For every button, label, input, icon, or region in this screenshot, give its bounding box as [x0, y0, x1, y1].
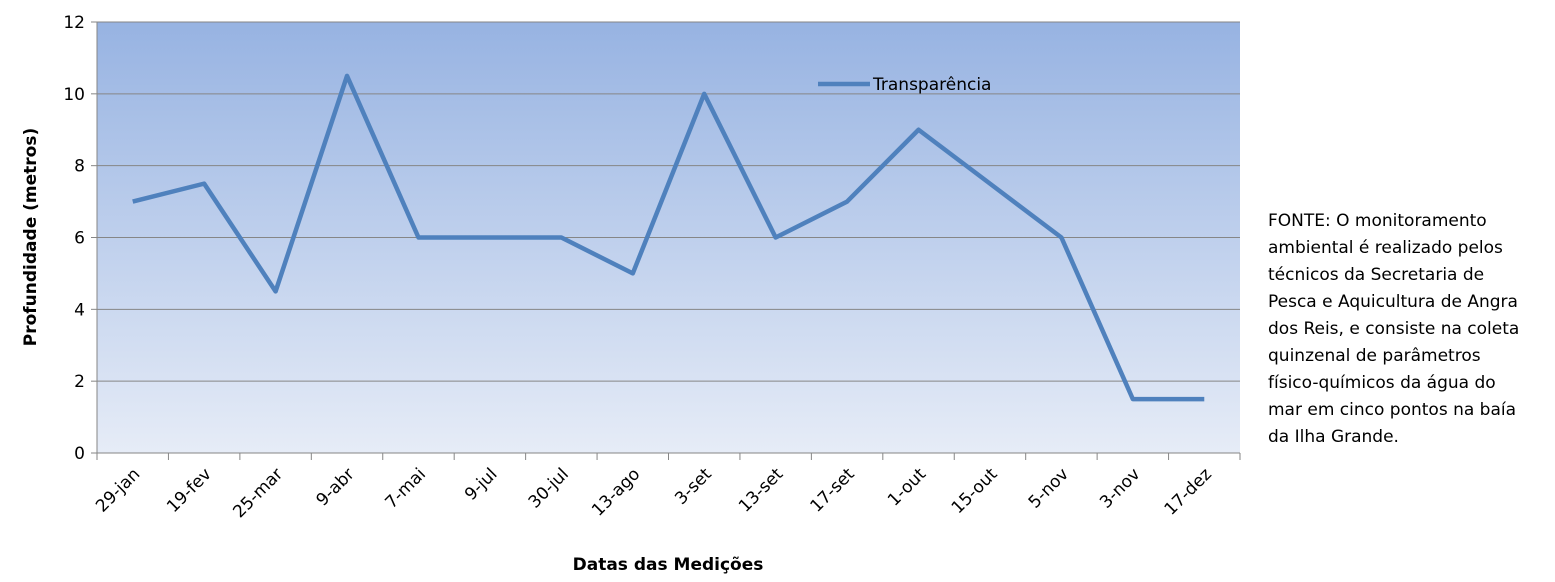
source-note: ambiental é realizado pelos: [1268, 238, 1503, 258]
x-tick-label: 19-fev: [163, 464, 216, 517]
y-tick-label: 10: [63, 85, 85, 105]
x-tick-label: 13-ago: [588, 464, 644, 520]
source-note: técnicos da Secretaria de: [1268, 265, 1484, 285]
legend-label: Transparência: [872, 75, 991, 95]
y-tick-label: 8: [74, 157, 85, 177]
source-note: da Ilha Grande.: [1268, 427, 1399, 447]
x-tick-label: 17-set: [806, 464, 858, 516]
x-tick-label: 13-set: [735, 464, 787, 516]
x-tick-label: 15-out: [948, 464, 1002, 518]
x-tick-label: 7-mai: [381, 464, 430, 513]
source-note: FONTE: O monitoramento: [1268, 211, 1487, 231]
x-tick-label: 3-nov: [1096, 464, 1144, 512]
source-note: dos Reis, e consiste na coleta: [1268, 319, 1519, 339]
y-axis-label: Profundidade (metros): [21, 128, 41, 346]
source-note: mar em cinco pontos na baía: [1268, 400, 1516, 420]
y-tick-label: 12: [63, 13, 85, 33]
y-tick-label: 2: [74, 372, 85, 392]
x-tick-label: 1-out: [884, 464, 930, 510]
x-axis-label: Datas das Medições: [573, 555, 764, 575]
x-tick-label: 3-set: [671, 464, 716, 509]
x-tick-label: 25-mar: [229, 464, 287, 522]
x-tick-label: 9-jul: [461, 464, 501, 504]
x-tick-label: 17-dez: [1161, 464, 1216, 519]
x-tick-label: 5-nov: [1025, 464, 1073, 512]
x-tick-label: 9-abr: [312, 464, 358, 510]
y-tick-label: 4: [74, 300, 85, 320]
y-tick-label: 6: [74, 229, 85, 249]
y-tick-label: 0: [74, 444, 85, 464]
x-tick-label: 30-jul: [525, 464, 573, 512]
source-note: quinzenal de parâmetros: [1268, 346, 1481, 366]
source-note: físico-químicos da água do: [1268, 373, 1496, 393]
source-note: Pesca e Aquicultura de Angra: [1268, 292, 1518, 312]
series-line: [132, 73, 1205, 402]
x-tick-label: 29-jan: [92, 464, 144, 516]
